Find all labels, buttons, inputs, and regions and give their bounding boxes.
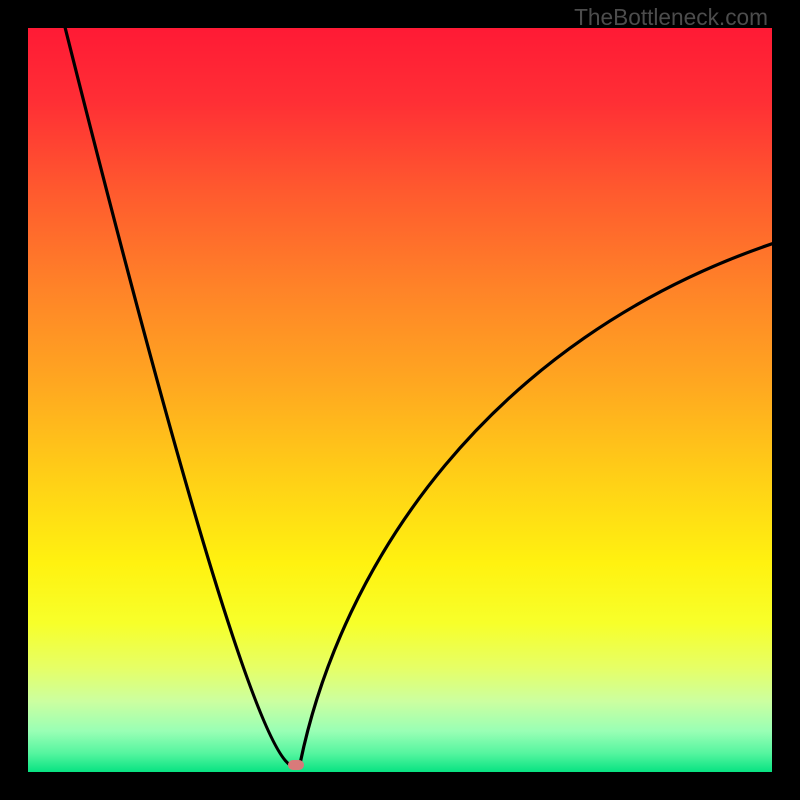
optimal-point-marker: [288, 760, 304, 770]
curve-left-branch: [65, 28, 292, 766]
curve-right-branch: [300, 244, 772, 766]
bottleneck-curve: [28, 28, 772, 772]
plot-area: [28, 28, 772, 772]
watermark-text: TheBottleneck.com: [574, 4, 768, 31]
